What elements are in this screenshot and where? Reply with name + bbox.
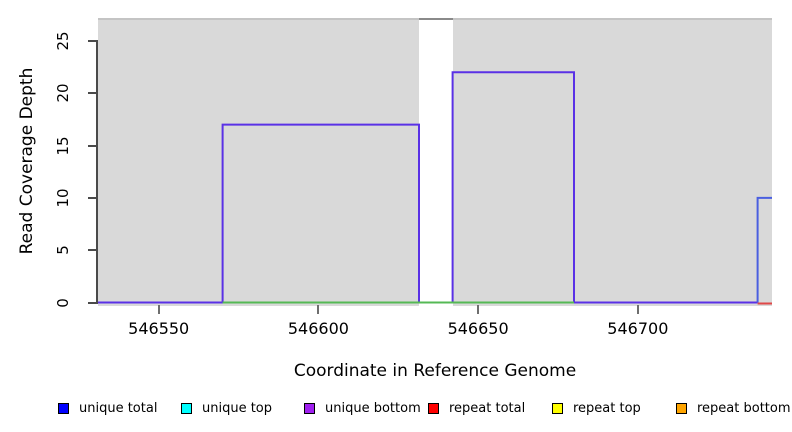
legend-swatch-icon (181, 402, 192, 414)
y-tick-label: 10 (54, 188, 72, 208)
y-tick-label: 25 (54, 31, 72, 51)
x-tick-label: 546700 (607, 319, 669, 338)
y-tick-mark (88, 92, 96, 95)
x-tick-label: 546650 (447, 319, 509, 338)
y-tick-label: 0 (54, 297, 72, 308)
legend-label: repeat bottom (697, 400, 791, 416)
series-right-edge-blue-step (756, 196, 772, 303)
legend-item-repeat-top: repeat top (552, 400, 641, 416)
legend-swatch-icon (304, 402, 315, 414)
y-tick-mark (88, 301, 96, 304)
legend-label: unique top (202, 400, 273, 416)
y-tick-label: 20 (54, 83, 72, 103)
legend-swatch-icon (428, 402, 439, 414)
legend-item-unique-top: unique top (181, 400, 272, 416)
legend-label: unique bottom (325, 400, 421, 416)
x-tick-label: 546550 (128, 319, 190, 338)
y-tick-mark (88, 39, 96, 42)
x-tick-label: 546600 (287, 319, 349, 338)
legend-label: repeat total (449, 400, 526, 416)
y-tick-label: 5 (54, 245, 72, 255)
x-tick-mark (157, 304, 160, 314)
legend-swatch-icon (552, 402, 563, 414)
series-unique-coverage-step (98, 71, 758, 304)
legend-item-repeat-bottom: repeat bottom (676, 400, 791, 416)
legend-swatch-icon (58, 402, 69, 414)
legend-item-unique-bottom: unique bottom (304, 400, 421, 416)
legend-swatch-icon (676, 402, 687, 414)
x-tick-mark (477, 304, 480, 314)
x-tick-mark (317, 304, 320, 314)
x-tick-mark (636, 304, 639, 314)
y-tick-label: 15 (54, 136, 72, 156)
legend-label: repeat top (573, 400, 641, 416)
y-axis-title: Read Coverage Depth (17, 67, 37, 255)
legend-item-repeat-total: repeat total (428, 400, 525, 416)
x-axis-title: Coordinate in Reference Genome (293, 361, 577, 381)
y-tick-mark (88, 196, 96, 199)
offscale-coverage-bar (419, 18, 453, 306)
y-axis-line (96, 39, 98, 305)
legend-item-unique-total: unique total (58, 400, 157, 416)
legend-label: unique total (79, 400, 158, 416)
y-tick-mark (88, 144, 96, 147)
y-tick-mark (88, 249, 96, 252)
